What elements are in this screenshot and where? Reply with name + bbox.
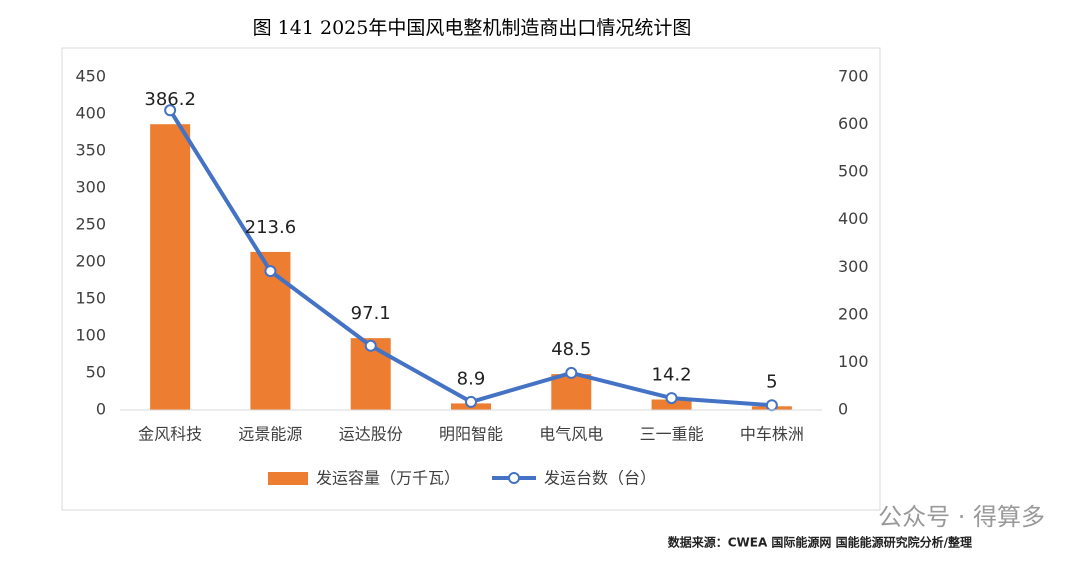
line-point: [565, 366, 578, 379]
bar: [551, 374, 592, 410]
y2-tick-label: 600: [838, 114, 869, 133]
y2-tick-label: 100: [838, 352, 869, 371]
source-note: 数据来源：CWEA 国际能源网 国能能源研究院分析/整理: [668, 535, 972, 550]
x-tick-label: 三一重能: [640, 425, 704, 444]
y-tick-label: 150: [75, 289, 106, 308]
y-tick-label: 100: [75, 326, 106, 345]
y-tick-label: 300: [75, 178, 106, 197]
line-point: [264, 265, 277, 278]
y2-tick-label: 0: [838, 400, 848, 419]
bar: [150, 124, 191, 410]
line-point: [665, 392, 678, 405]
y2-tick-label: 500: [838, 162, 869, 181]
x-tick-label: 运达股份: [339, 425, 403, 444]
y-tick-label: 350: [75, 141, 106, 160]
x-tick-label: 远景能源: [238, 425, 302, 444]
y-tick-label: 250: [75, 215, 106, 234]
data-label: 14.2: [652, 364, 692, 385]
y2-tick-label: 300: [838, 257, 869, 276]
legend-swatch: [268, 472, 308, 485]
bar: [651, 399, 692, 410]
x-tick-label: 中车株洲: [740, 425, 804, 444]
data-label: 5: [766, 371, 777, 392]
data-label: 97.1: [351, 303, 391, 324]
line-point: [164, 104, 177, 117]
y-tick-label: 400: [75, 104, 106, 123]
legend-label: 发运台数（台）: [544, 469, 656, 488]
x-tick-label: 电气风电: [539, 425, 603, 444]
x-tick-label: 明阳智能: [439, 425, 503, 444]
chart-frame: [61, 47, 881, 511]
bar: [250, 251, 291, 410]
y2-tick-label: 700: [838, 67, 869, 86]
data-label: 213.6: [245, 217, 297, 238]
y-tick-label: 450: [75, 67, 106, 86]
legend-label: 发运容量（万千瓦）: [316, 469, 460, 488]
data-label: 48.5: [551, 339, 591, 360]
y-tick-label: 200: [75, 252, 106, 271]
line-point: [465, 395, 477, 408]
y2-tick-label: 400: [838, 209, 869, 228]
y-tick-label: 50: [86, 363, 106, 382]
watermark: 公众号 · 得算多: [878, 503, 1045, 531]
y-tick-label: 0: [96, 400, 106, 419]
line-point: [364, 339, 377, 352]
chart-title: 图 141 2025年中国风电整机制造商出口情况统计图: [253, 17, 692, 39]
line-point: [765, 399, 778, 412]
data-label: 8.9: [457, 368, 486, 389]
y2-tick-label: 200: [838, 304, 869, 323]
data-label: 386.2: [144, 89, 196, 110]
x-tick-label: 金风科技: [138, 425, 202, 444]
legend-swatch: [508, 472, 520, 484]
